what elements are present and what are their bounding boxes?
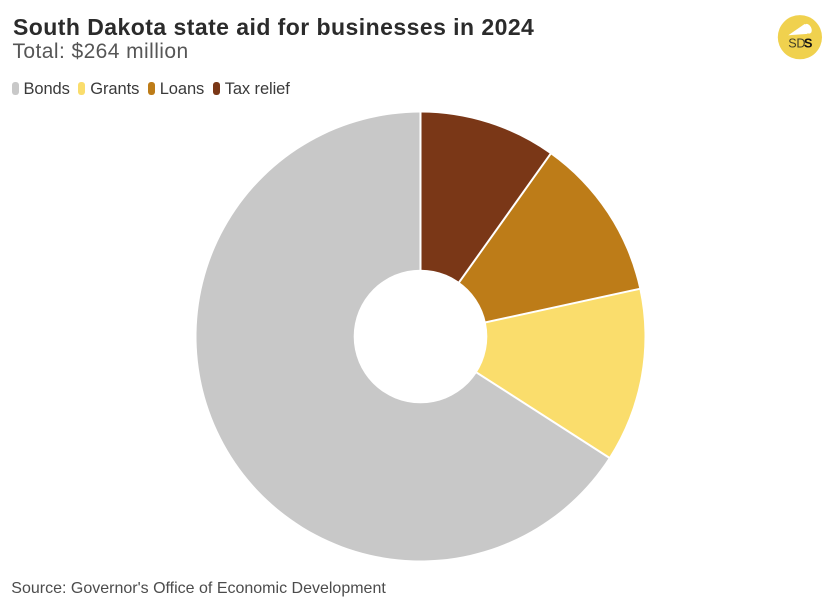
svg-text:SD: SD bbox=[788, 37, 805, 51]
svg-text:S: S bbox=[804, 36, 813, 51]
